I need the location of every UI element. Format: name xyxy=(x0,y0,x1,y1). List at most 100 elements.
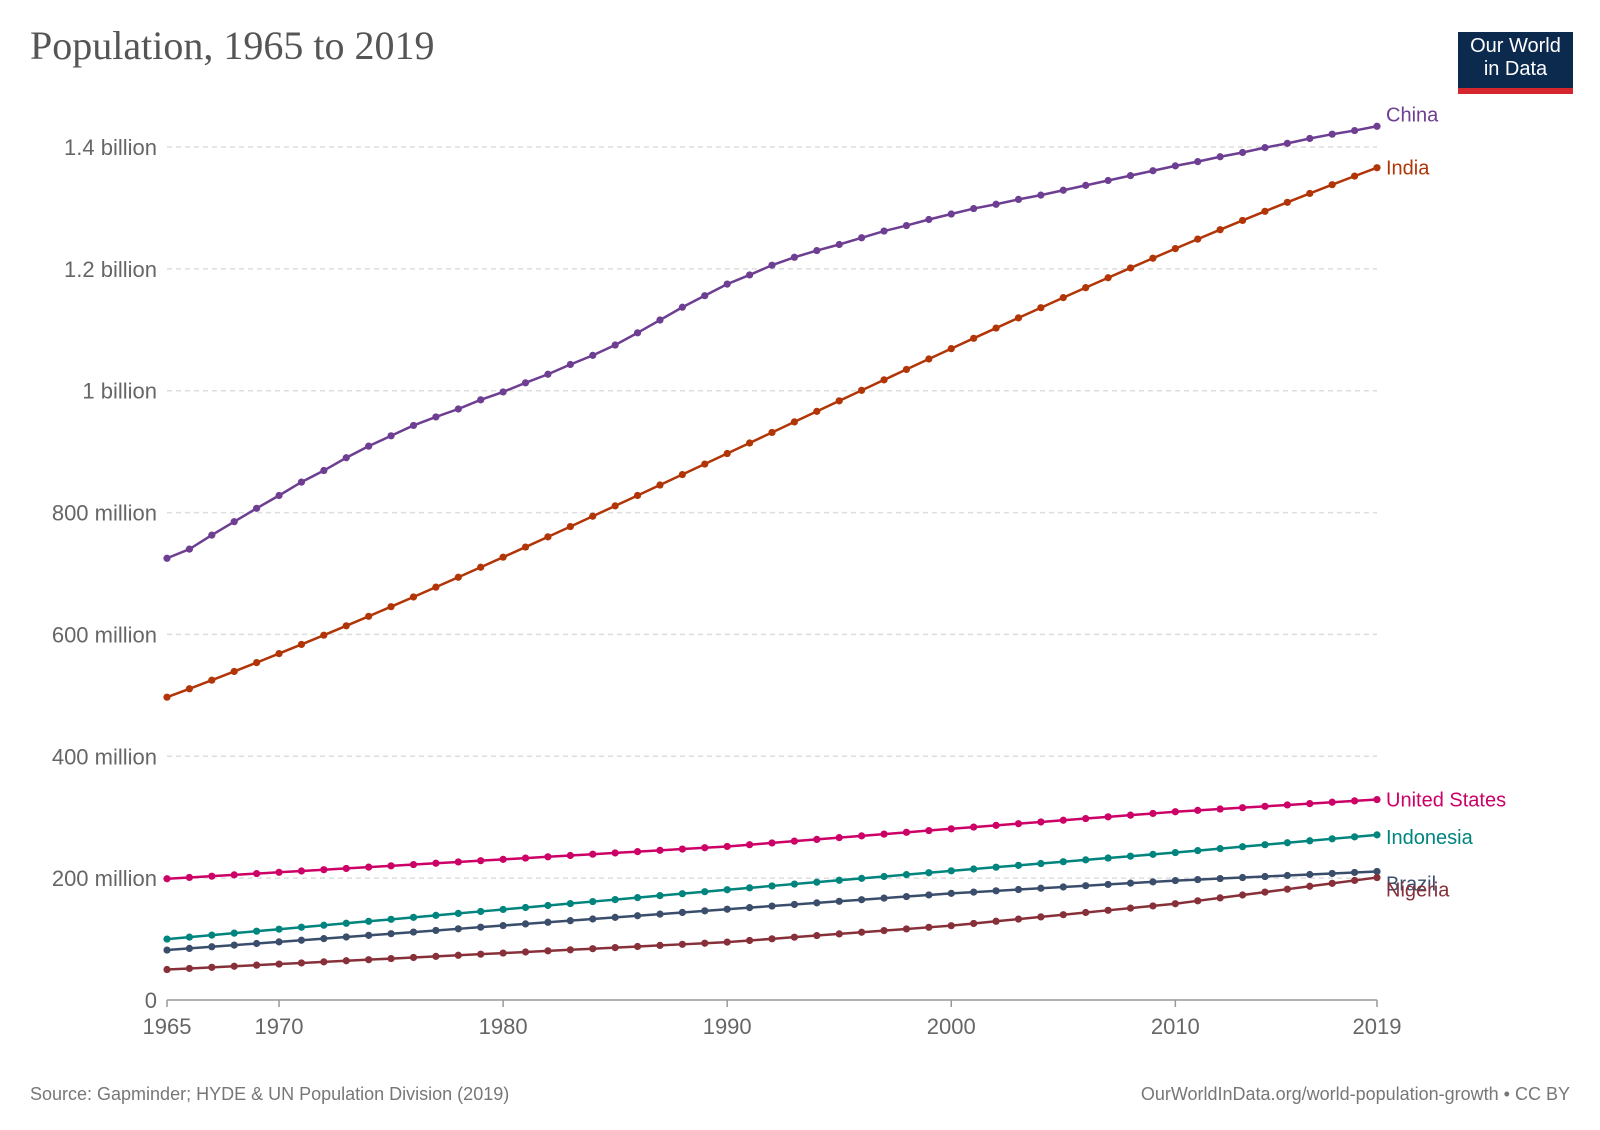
data-point xyxy=(454,573,462,581)
data-point xyxy=(701,460,709,468)
data-point xyxy=(208,531,216,539)
owid-logo[interactable]: Our World in Data xyxy=(1458,32,1573,94)
data-point xyxy=(1238,148,1247,157)
data-point xyxy=(1082,908,1090,917)
data-point xyxy=(230,962,238,970)
data-point xyxy=(1373,795,1381,804)
data-point xyxy=(813,246,821,255)
credit-link[interactable]: OurWorldInData.org/world-population-grow… xyxy=(1140,1084,1570,1104)
data-point xyxy=(1216,894,1224,902)
data-point xyxy=(633,912,642,920)
data-point xyxy=(230,518,238,526)
data-point xyxy=(790,837,799,845)
data-point xyxy=(835,897,843,905)
data-point xyxy=(454,951,462,959)
data-point xyxy=(947,210,955,218)
data-point xyxy=(947,825,955,833)
y-tick-label: 1 billion xyxy=(82,379,157,404)
data-point xyxy=(566,522,574,531)
data-point xyxy=(1350,797,1359,805)
data-point xyxy=(365,612,373,620)
data-point xyxy=(365,956,373,964)
data-point xyxy=(387,930,395,938)
x-tick-label: 2019 xyxy=(1353,1014,1402,1039)
data-point xyxy=(656,910,664,918)
data-point xyxy=(365,442,373,450)
data-point xyxy=(1149,167,1157,175)
data-point xyxy=(1171,848,1179,857)
data-point xyxy=(477,563,485,571)
series-label-brazil: Brazil xyxy=(1386,873,1436,895)
data-point xyxy=(813,835,821,843)
data-point xyxy=(544,918,552,926)
data-point xyxy=(1350,172,1359,180)
data-point xyxy=(454,909,462,918)
data-point xyxy=(813,407,821,415)
data-point xyxy=(297,640,306,649)
data-point xyxy=(723,905,731,913)
data-point xyxy=(208,872,216,880)
data-point xyxy=(1306,837,1314,845)
data-point xyxy=(768,261,776,269)
data-point xyxy=(387,862,395,870)
x-tick-label: 1980 xyxy=(479,1014,528,1039)
data-point xyxy=(1059,294,1067,302)
data-point xyxy=(185,933,194,941)
data-point xyxy=(1373,831,1381,839)
data-point xyxy=(970,823,978,831)
data-point xyxy=(589,945,597,953)
data-point xyxy=(320,631,328,639)
data-point xyxy=(163,935,171,943)
data-point xyxy=(1194,158,1202,166)
data-point xyxy=(925,891,933,899)
data-point xyxy=(656,941,664,950)
data-point xyxy=(880,927,888,935)
data-point xyxy=(1350,868,1359,877)
data-point xyxy=(1059,883,1067,891)
data-point xyxy=(342,454,350,462)
data-point xyxy=(1059,186,1067,194)
data-point xyxy=(1171,162,1179,170)
data-point xyxy=(1149,809,1157,818)
data-point xyxy=(1238,891,1247,899)
data-point xyxy=(1261,802,1269,810)
data-point xyxy=(790,418,799,426)
data-point xyxy=(656,846,664,854)
data-point xyxy=(1171,808,1179,816)
source-note: Source: Gapminder; HYDE & UN Population … xyxy=(30,1084,510,1104)
y-tick-label: 800 million xyxy=(52,501,157,526)
data-point xyxy=(633,491,642,500)
data-point xyxy=(1216,153,1224,161)
data-point xyxy=(1328,869,1336,878)
data-point xyxy=(1059,911,1067,919)
data-point xyxy=(185,944,194,953)
data-point xyxy=(1216,226,1224,234)
data-point xyxy=(387,915,395,923)
data-point xyxy=(902,871,911,879)
data-point xyxy=(947,889,955,897)
data-point xyxy=(813,931,821,940)
data-point xyxy=(992,200,1000,208)
data-point xyxy=(342,622,350,630)
data-point xyxy=(1104,880,1112,889)
data-point xyxy=(1126,879,1135,887)
data-point xyxy=(185,545,194,553)
data-point xyxy=(835,876,843,884)
data-point xyxy=(970,865,978,873)
data-point xyxy=(521,379,530,387)
data-point xyxy=(992,917,1000,925)
data-point xyxy=(611,849,619,857)
data-point xyxy=(880,830,888,838)
x-tick-label: 1965 xyxy=(143,1014,192,1039)
data-point xyxy=(1261,207,1269,215)
data-point xyxy=(253,869,261,878)
data-point xyxy=(432,952,440,960)
data-point xyxy=(656,316,664,324)
data-point xyxy=(566,946,574,954)
logo-line-1: Our World xyxy=(1470,35,1561,57)
data-point xyxy=(768,902,776,910)
data-point xyxy=(342,933,350,941)
data-point xyxy=(745,439,754,447)
data-point xyxy=(925,923,933,931)
